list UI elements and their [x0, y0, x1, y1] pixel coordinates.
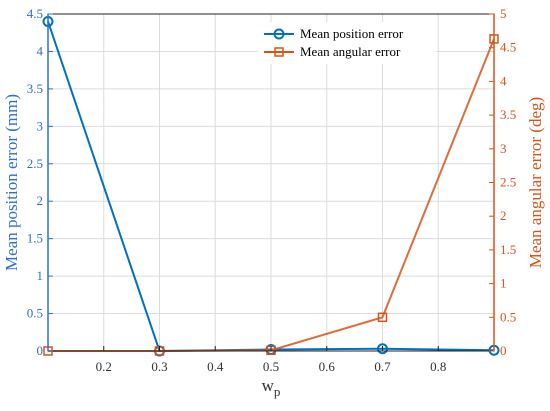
- legend-box: [258, 22, 436, 64]
- left-tick-label: 3.5: [27, 81, 43, 96]
- data-point-position: [377, 343, 388, 355]
- left-tick-label: 0: [37, 343, 44, 358]
- data-point-angular: [377, 312, 388, 323]
- right-tick-label: 3: [500, 141, 507, 156]
- right-tick-label: 4.5: [500, 40, 516, 55]
- x-tick-label: 0.2: [96, 359, 112, 374]
- left-tick-label: 2: [37, 193, 44, 208]
- left-tick-label: 3: [37, 118, 44, 133]
- left-tick-label: 1: [37, 268, 44, 283]
- left-tick-label: 1.5: [27, 231, 43, 246]
- legend-marker-position: [273, 28, 285, 40]
- legend-marker-angular: [274, 47, 284, 57]
- x-axis-title: wp: [262, 376, 281, 399]
- right-tick-label: 3.5: [500, 107, 516, 122]
- right-axis: 0 0.5 1 1.5 2 2.5 3 3.5 4 4.5 5: [489, 6, 516, 358]
- left-tick-label: 0.5: [27, 306, 43, 321]
- right-tick-label: 1.5: [500, 242, 516, 257]
- left-axis-title: Mean position error (mm): [2, 94, 21, 271]
- legend-item-angular: Mean angular error: [264, 44, 401, 59]
- right-tick-label: 1: [500, 276, 507, 291]
- left-tick-label: 4.5: [27, 6, 43, 21]
- x-tick-label: 0.5: [263, 359, 279, 374]
- x-axis: 0.2 0.3 0.4 0.5 0.6 0.7 0.8: [96, 346, 446, 374]
- right-axis-title: Mean angular error (deg): [526, 97, 545, 268]
- x-tick-label: 0.7: [374, 359, 391, 374]
- legend-label-angular: Mean angular error: [300, 44, 401, 59]
- right-tick-label: 5: [500, 6, 507, 21]
- right-tick-label: 2: [500, 208, 507, 223]
- x-tick-label: 0.3: [151, 359, 167, 374]
- right-tick-label: 0.5: [500, 309, 516, 324]
- x-tick-label: 0.8: [430, 359, 446, 374]
- left-axis: 0 0.5 1 1.5 2 2.5 3 3.5 4 4.5: [27, 6, 53, 358]
- left-tick-label: 2.5: [27, 156, 43, 171]
- right-tick-label: 4: [500, 73, 507, 88]
- x-tick-label: 0.6: [319, 359, 336, 374]
- legend: Mean position error Mean angular error: [258, 22, 436, 64]
- left-tick-label: 4: [37, 43, 44, 58]
- legend-item-position: Mean position error: [264, 26, 404, 41]
- grid: [48, 13, 494, 352]
- right-tick-label: 2.5: [500, 175, 516, 190]
- right-tick-label: 0: [500, 343, 507, 358]
- x-tick-label: 0.4: [207, 359, 224, 374]
- legend-label-position: Mean position error: [300, 26, 404, 41]
